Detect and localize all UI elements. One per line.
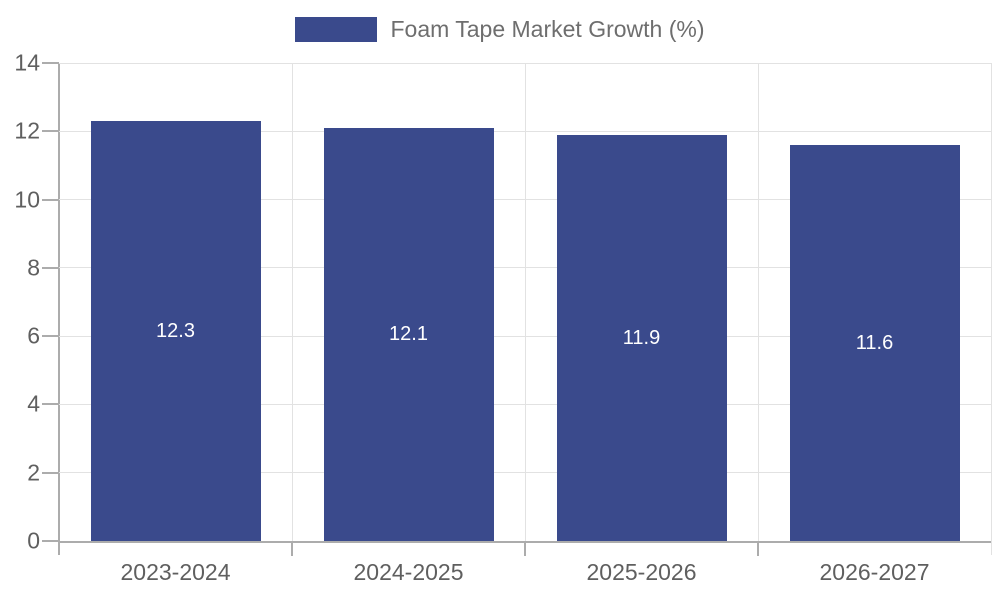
plot-area: 0 2 4 6 8 10 12 14 12.3 2023-2024 12.1 2024-2025 11.… xyxy=(14,51,992,585)
legend-label: Foam Tape Market Growth (%) xyxy=(390,16,705,42)
y-axis-tick-label: 14 xyxy=(14,49,40,76)
bar: 12.3 xyxy=(90,121,261,541)
x-axis-category-label: 2024-2025 xyxy=(353,559,464,585)
bar-value-label: 12.1 xyxy=(389,323,428,346)
y-axis-tick xyxy=(42,130,59,133)
y-axis-tick xyxy=(42,403,59,406)
bar: 11.6 xyxy=(789,144,960,541)
gridline-vertical xyxy=(990,63,992,555)
x-axis-category-label: 2023-2024 xyxy=(120,559,231,585)
x-axis-tick xyxy=(524,541,526,556)
legend-swatch xyxy=(295,17,378,42)
y-axis-tick xyxy=(42,471,59,474)
y-axis-tick xyxy=(42,335,59,338)
gridline-vertical xyxy=(524,63,526,541)
y-axis-tick-label: 0 xyxy=(27,527,40,554)
y-axis-tick xyxy=(42,540,59,542)
bar-value-label: 11.9 xyxy=(622,326,661,349)
gridline-vertical xyxy=(757,63,759,541)
y-axis-tick xyxy=(42,266,59,269)
x-axis-category-label: 2026-2027 xyxy=(819,559,930,585)
y-axis-tick-label: 8 xyxy=(27,254,40,281)
y-axis-tick-label: 2 xyxy=(27,459,40,486)
y-axis-tick-label: 6 xyxy=(27,322,40,349)
legend: Foam Tape Market Growth (%) xyxy=(0,17,1000,42)
bar: 11.9 xyxy=(556,134,727,541)
y-axis-tick-label: 12 xyxy=(14,117,40,144)
x-axis-tick xyxy=(757,541,759,556)
bar: 12.1 xyxy=(323,127,494,541)
bar-value-label: 11.6 xyxy=(855,331,894,354)
y-axis-tick xyxy=(42,198,59,201)
bar-value-label: 12.3 xyxy=(156,320,195,342)
y-axis-line xyxy=(58,63,60,555)
y-axis-tick xyxy=(42,62,59,64)
gridline-vertical xyxy=(291,63,293,541)
y-axis-tick-label: 4 xyxy=(27,390,40,417)
x-axis-tick xyxy=(291,541,293,556)
y-axis-tick-label: 10 xyxy=(14,186,40,213)
x-axis-category-label: 2025-2026 xyxy=(586,559,697,585)
